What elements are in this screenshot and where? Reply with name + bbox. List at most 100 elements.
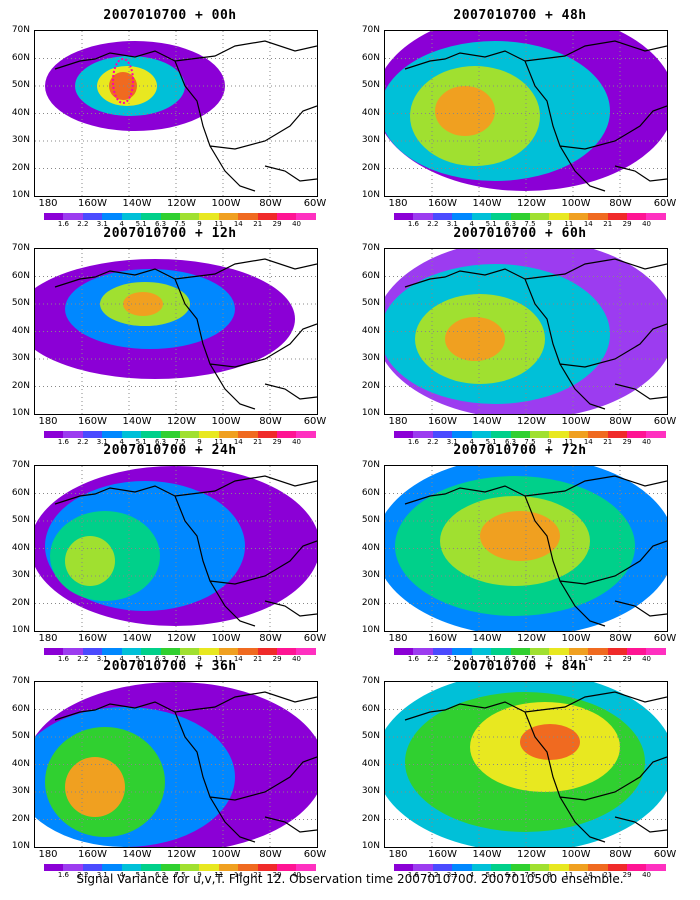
colorbar-label: 40 <box>642 438 652 446</box>
lat-tick-label: 40N <box>11 107 30 118</box>
colorbar-label: 6.3 <box>154 220 167 228</box>
lat-tick-label: 30N <box>361 570 380 580</box>
colorbar-swatch <box>63 648 83 655</box>
colorbar-swatch <box>141 431 161 438</box>
colorbar-swatch <box>529 431 550 438</box>
contour-field <box>35 31 317 196</box>
colorbar-swatch <box>452 648 472 655</box>
lon-tick-label: 60W <box>653 849 677 860</box>
colorbar-swatch <box>179 648 200 655</box>
lon-tick-label: 180 <box>388 198 408 209</box>
colorbar-swatch <box>549 213 569 220</box>
map-panel-72h: 2007010700 + 72h 70N 60N 50N 40N 30N 20N 10N 18… <box>350 443 677 663</box>
lon-tick-label: 80W <box>259 416 282 427</box>
colorbar-label: 14 <box>233 655 243 663</box>
colorbar-label: 4 <box>119 438 124 446</box>
colorbar-swatch <box>296 648 316 655</box>
panel-title: 2007010700 + 24h <box>103 443 237 458</box>
colorbar-label: 11 <box>564 655 574 663</box>
lat-tick-label: 30N <box>11 570 30 580</box>
colorbar-swatch <box>160 648 180 655</box>
colorbar-label: 1.6 <box>57 871 69 879</box>
figure-caption: Signal Variance for u,v,T. Flight 12. Ob… <box>76 872 624 886</box>
contour-field <box>35 249 317 414</box>
colorbar-swatch <box>121 648 142 655</box>
lat-tick-label: 10N <box>361 408 380 418</box>
lat-tick-label: 60N <box>11 52 30 63</box>
colorbar <box>394 213 666 220</box>
lat-tick-label: 30N <box>361 135 380 145</box>
lon-tick-label: 140W <box>122 633 152 644</box>
colorbar-label: 21 <box>253 220 263 228</box>
colorbar-swatch <box>44 431 64 438</box>
colorbar-swatch <box>452 864 472 871</box>
colorbar-swatch <box>179 431 200 438</box>
map-panel-84h: 2007010700 + 84h 70N 60N 50N 40N 30N 20N 10N 18… <box>350 659 677 879</box>
colorbar-swatch <box>238 213 258 220</box>
colorbar-swatch <box>102 648 122 655</box>
map-panel-48h: 2007010700 + 48h 70N 60N 50N 40N 30N 20N 10N 18… <box>350 8 677 228</box>
colorbar-swatch <box>627 213 647 220</box>
colorbar-label: 7.5 <box>524 220 536 228</box>
colorbar-swatch <box>257 648 278 655</box>
coastline <box>54 475 317 627</box>
lon-tick-label: 180 <box>38 633 58 644</box>
colorbar <box>394 648 666 655</box>
colorbar-label: 1.6 <box>407 220 419 228</box>
lat-tick-label: 70N <box>11 25 30 35</box>
colorbar-swatch <box>471 864 492 871</box>
contour-shade <box>435 86 495 136</box>
colorbar-label: 1.6 <box>57 220 69 228</box>
colorbar-swatch <box>179 213 200 220</box>
colorbar-swatch <box>63 213 83 220</box>
lon-tick-label: 100W <box>561 849 591 860</box>
colorbar-label: 21 <box>253 438 263 446</box>
coastline <box>404 40 667 192</box>
colorbar-swatch <box>394 431 414 438</box>
coastline <box>404 475 667 627</box>
colorbar-label: 3.1 <box>446 438 458 446</box>
lon-tick-label: 180 <box>38 416 58 427</box>
colorbar <box>394 864 666 871</box>
map-plot-area <box>34 30 318 197</box>
colorbar-label: 2.2 <box>77 438 89 446</box>
contour-field <box>385 31 667 196</box>
colorbar-label: 21 <box>603 655 613 663</box>
colorbar-swatch <box>199 213 219 220</box>
map-plot-area <box>384 248 668 415</box>
colorbar-swatch <box>588 864 608 871</box>
map-panel-00h: 2007010700 + 00h 70N 60N 50N 40N 30N 20N 10N 18… <box>0 8 327 228</box>
lon-tick-label: 80W <box>609 633 632 644</box>
colorbar-label: 29 <box>622 220 632 228</box>
colorbar-label: 29 <box>622 655 632 663</box>
colorbar-label: 40 <box>642 655 652 663</box>
colorbar-label: 7.5 <box>174 438 186 446</box>
colorbar-swatch <box>296 864 316 871</box>
colorbar-labels: 1.6 2.2 3.1 4 5.1 6.3 7.5 9 11 14 21 29 40 <box>394 438 666 447</box>
colorbar <box>44 213 316 220</box>
colorbar-label: 21 <box>253 655 263 663</box>
colorbar-swatch <box>529 864 550 871</box>
colorbar-label: 5.1 <box>135 655 147 663</box>
lon-tick-label: 100W <box>561 633 591 644</box>
colorbar-label: 9 <box>547 220 552 228</box>
colorbar-label: 11 <box>564 438 574 446</box>
lat-tick-label: 50N <box>361 80 380 90</box>
colorbar-swatch <box>607 648 628 655</box>
lon-tick-label: 100W <box>211 416 241 427</box>
lat-tick-label: 30N <box>11 353 30 363</box>
lat-tick-label: 70N <box>11 243 30 253</box>
lon-tick-label: 100W <box>211 198 241 209</box>
lat-tick-label: 40N <box>361 758 380 769</box>
colorbar-labels: 1.6 2.2 3.1 4 5.1 6.3 7.5 9 11 14 21 29 40 <box>394 220 666 229</box>
colorbar-swatch <box>432 431 453 438</box>
lat-tick-label: 30N <box>361 353 380 363</box>
colorbar-label: 6.3 <box>154 871 167 879</box>
colorbar-swatch <box>607 864 628 871</box>
colorbar-swatch <box>549 864 569 871</box>
lat-tick-label: 10N <box>11 841 30 851</box>
colorbar-label: 14 <box>233 438 243 446</box>
colorbar-swatch <box>627 431 647 438</box>
colorbar-swatch <box>257 213 278 220</box>
lon-tick-label: 140W <box>472 416 502 427</box>
